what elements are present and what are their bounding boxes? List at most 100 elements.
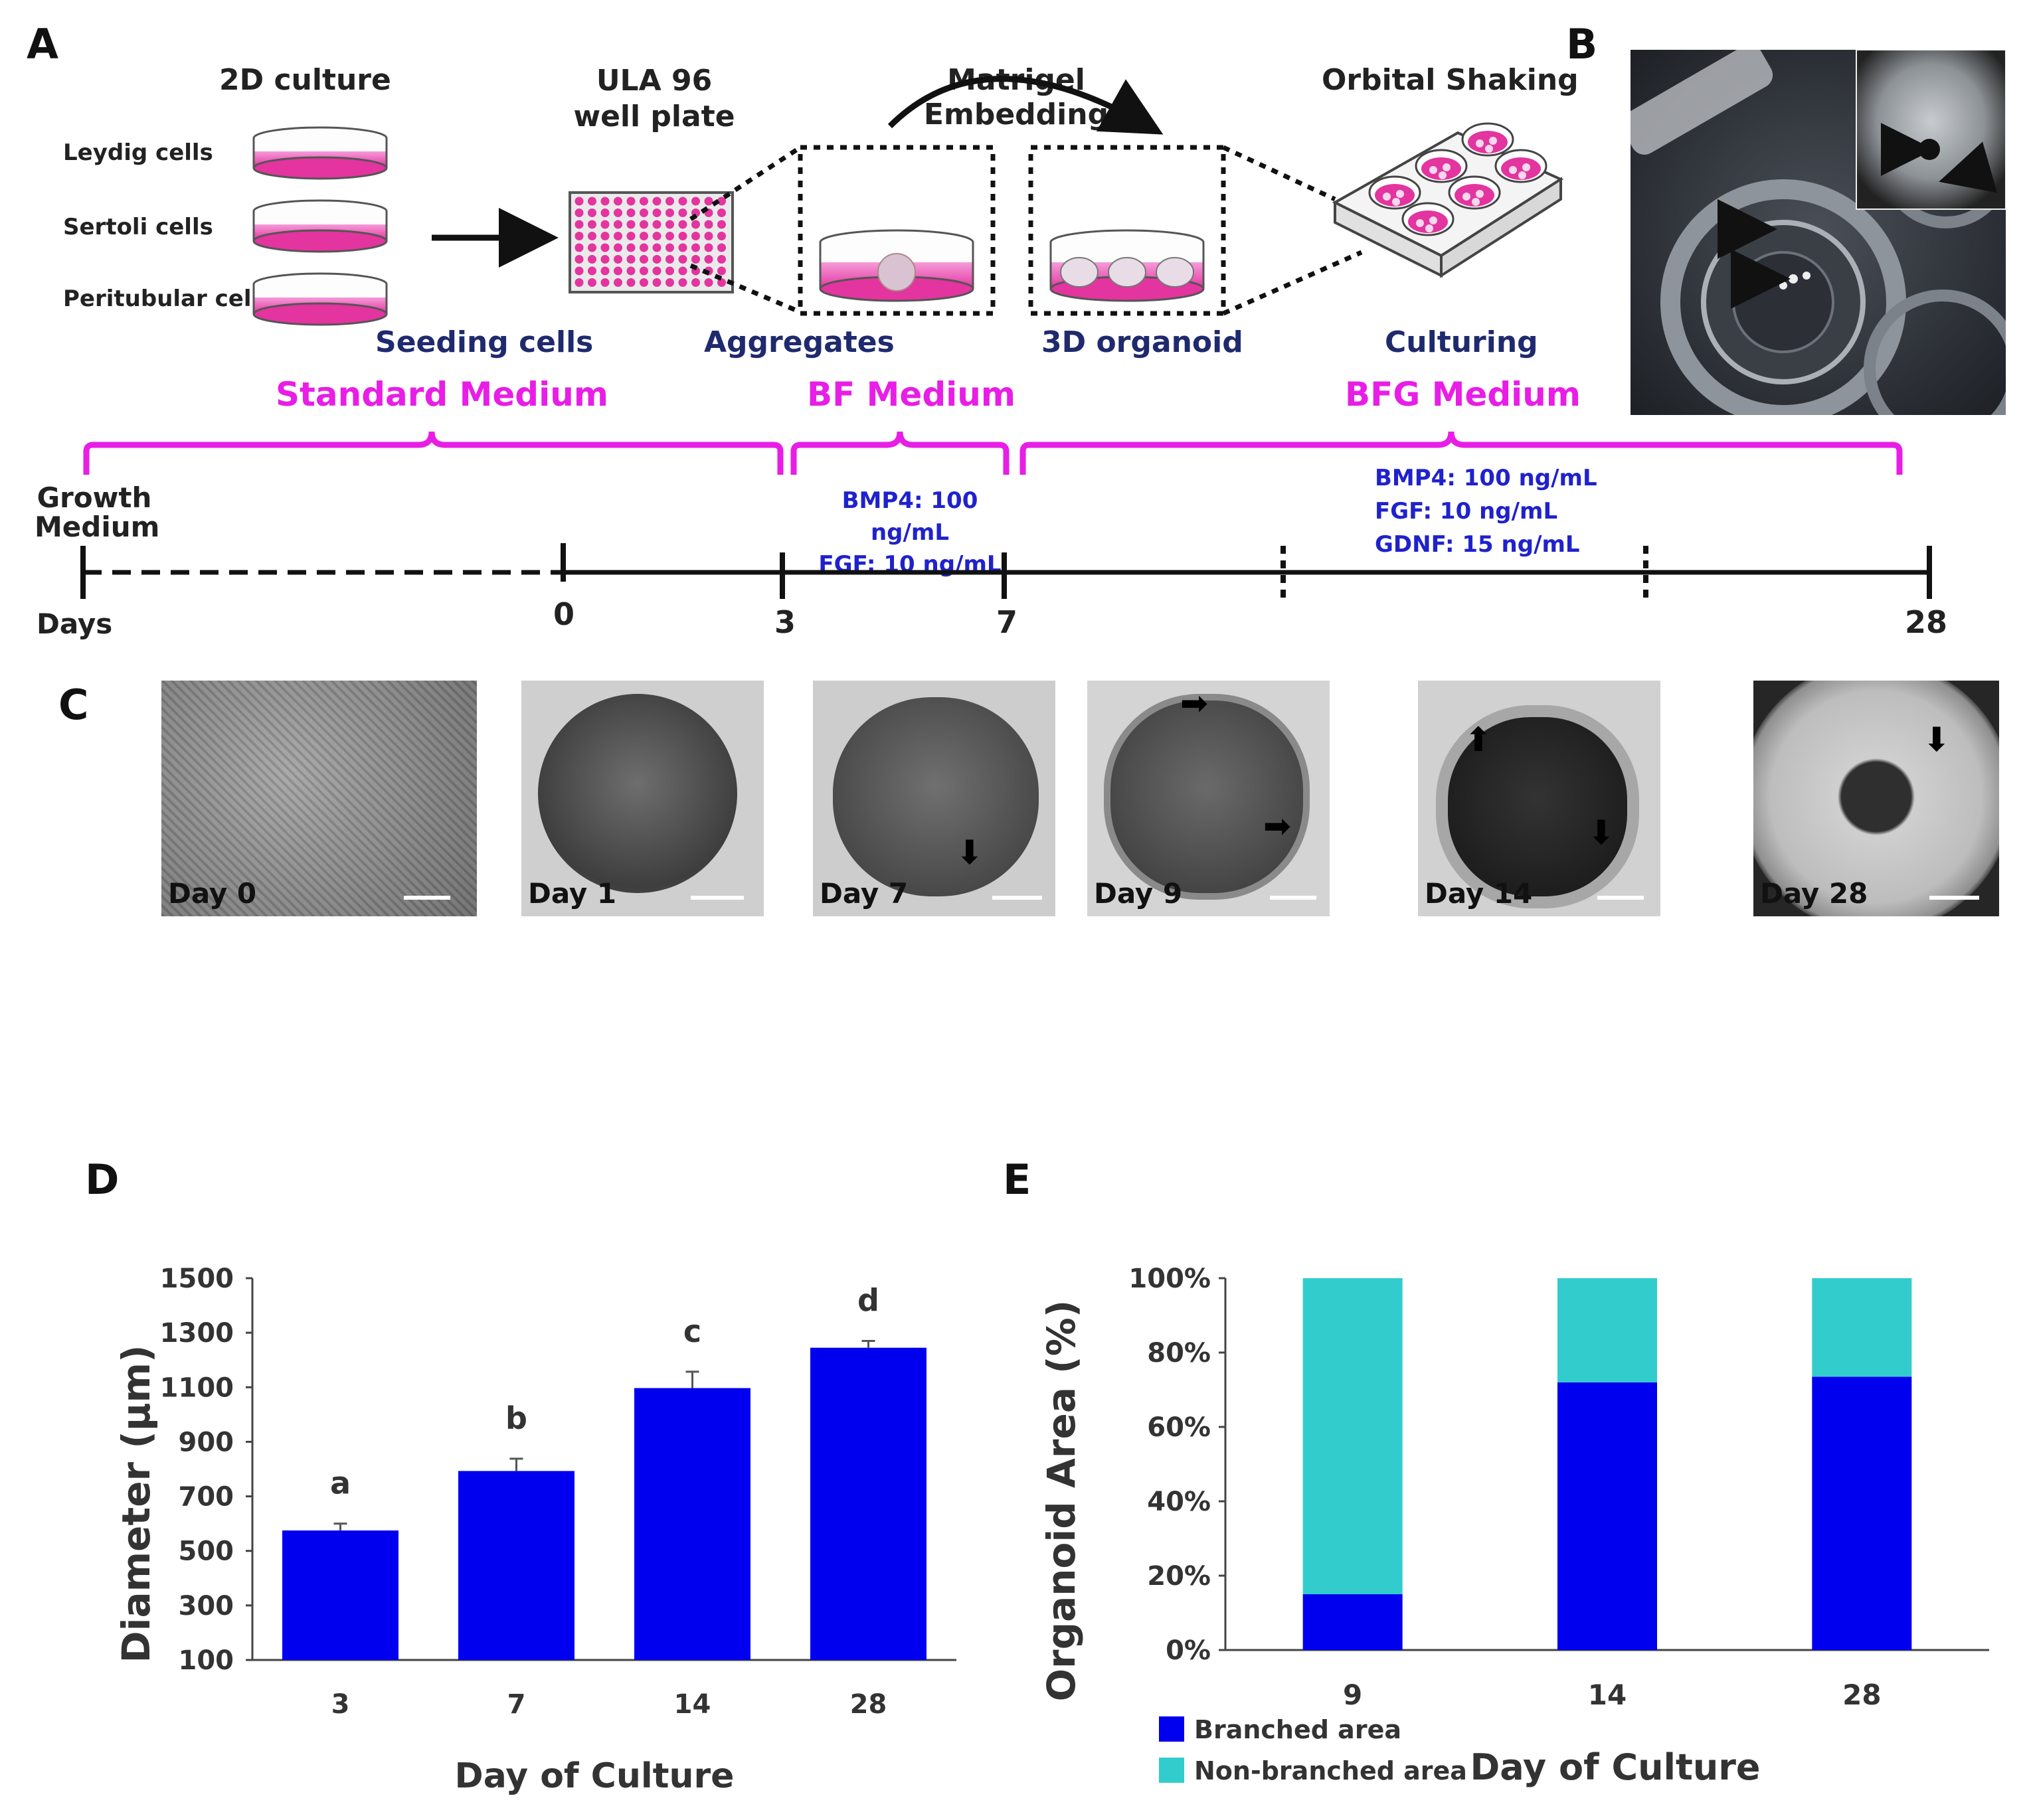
well [717, 255, 726, 264]
well [626, 266, 636, 276]
well [574, 220, 584, 229]
organoid-dot [1396, 190, 1404, 198]
well [640, 266, 648, 276]
well [665, 220, 674, 229]
well [600, 232, 610, 240]
bfg-fgf: FGF: 10 ng/mL [1375, 498, 1558, 525]
panel-c-letter: C [58, 681, 89, 729]
well [626, 208, 636, 217]
chart-d-ytick-label: 700 [179, 1482, 234, 1513]
six-well-medium [1421, 157, 1461, 180]
organoid-dot [1429, 216, 1437, 224]
well [614, 266, 622, 276]
chart-e-ytick-label: 20% [1147, 1561, 1211, 1592]
bf-medium-bracket [790, 431, 1010, 475]
well [717, 220, 726, 229]
well [717, 278, 726, 287]
days-label: Days [37, 608, 113, 640]
chart-e-ytick-label: 0% [1166, 1635, 1211, 1666]
chart-d-ytick-label: 1100 [160, 1372, 234, 1403]
panel-d-letter: D [85, 1155, 120, 1204]
well [665, 243, 674, 252]
well [678, 255, 687, 264]
chart-d-ytick-label: 900 [179, 1427, 234, 1457]
day-tick-7: 7 [996, 604, 1018, 640]
dish-peritubular [252, 272, 388, 326]
micrograph-day-9-label: Day 9 [1094, 877, 1183, 910]
culture-2d-title: 2D culture [219, 63, 391, 97]
chart-d-bar-7 [458, 1471, 574, 1660]
well [640, 232, 648, 240]
well [574, 243, 584, 252]
aggregate-dish [819, 229, 974, 302]
well [717, 197, 726, 206]
well [588, 208, 596, 217]
micrograph-day-0: Day 0 [161, 681, 477, 916]
chart-d-bar-28 [810, 1347, 926, 1660]
well [704, 220, 713, 229]
well [640, 255, 648, 264]
chart-e-bar-14-branched-area [1557, 1382, 1657, 1650]
organoid-dot [1392, 198, 1400, 206]
bfg-gdnf: GDNF: 15 ng/mL [1375, 531, 1580, 558]
well [652, 208, 662, 217]
well [614, 220, 622, 229]
cell-label-peritubular: Peritubular cells [63, 286, 273, 312]
chart-e-ytick-label: 40% [1147, 1487, 1211, 1517]
well [704, 278, 713, 287]
chart-e-xlabel: Day of Culture [1470, 1746, 1760, 1788]
day-tick-0: 0 [553, 596, 575, 632]
dish-sertoli [252, 199, 388, 253]
organoid-dot [1485, 145, 1493, 153]
well [691, 220, 700, 229]
chart-d-xtick-label: 7 [507, 1689, 526, 1720]
organoid-dot [1462, 193, 1470, 201]
chart-d-ytick-label: 1300 [160, 1318, 234, 1349]
six-well-medium [1501, 157, 1541, 180]
well [574, 208, 584, 217]
organoid-dish [1049, 229, 1205, 302]
medium-bfg: BFG Medium [1345, 375, 1581, 414]
well [704, 197, 713, 206]
well [678, 208, 687, 217]
well [588, 220, 596, 229]
well [691, 278, 700, 287]
six-well-medium [1375, 184, 1415, 207]
micrograph-day-1: Day 1 [521, 681, 764, 916]
embedding-arrow [887, 76, 1164, 135]
well [652, 278, 662, 287]
well [704, 232, 713, 240]
well [626, 220, 636, 229]
micrograph-day-7: ⬇ Day 7 [813, 681, 1055, 916]
chart-d-xtick-label: 28 [850, 1689, 887, 1720]
panel-b-photo [1631, 50, 2006, 415]
organoid-dot [1489, 137, 1497, 145]
bfg-bmp4: BMP4: 100 ng/mL [1375, 465, 1597, 491]
standard-medium-bracket [83, 431, 784, 475]
panel-a-letter: A [27, 20, 58, 68]
well [691, 255, 700, 264]
well [665, 197, 674, 206]
chart-e-ytick-label: 100% [1128, 1264, 1211, 1294]
well [574, 232, 584, 240]
panel-e-letter: E [1003, 1155, 1031, 1204]
chart-e-legend-swatch [1159, 1758, 1184, 1783]
bfg-composition: BMP4: 100 ng/mL FGF: 10 ng/mL GDNF: 15 n… [1375, 461, 1597, 561]
bfg-medium-bracket [1019, 431, 1903, 475]
six-well-medium [1408, 210, 1448, 233]
well [614, 243, 622, 252]
bf-bmp4: BMP4: 100 ng/mL [841, 487, 978, 546]
chart-d-ytick-label: 100 [179, 1645, 234, 1676]
well [626, 278, 636, 287]
plate-title: ULA 96 well plate [573, 64, 735, 133]
well [588, 197, 596, 206]
organoid-dot [1518, 171, 1526, 179]
well [652, 220, 662, 229]
chart-d-xtick-label: 14 [674, 1689, 711, 1720]
well [626, 197, 636, 206]
cell-label-leydig: Leydig cells [63, 139, 213, 166]
chart-e-legend-label: Non-branched area [1194, 1756, 1467, 1785]
chart-e-bar-9-branched-area [1302, 1594, 1403, 1650]
well [626, 232, 636, 240]
well [640, 243, 648, 252]
